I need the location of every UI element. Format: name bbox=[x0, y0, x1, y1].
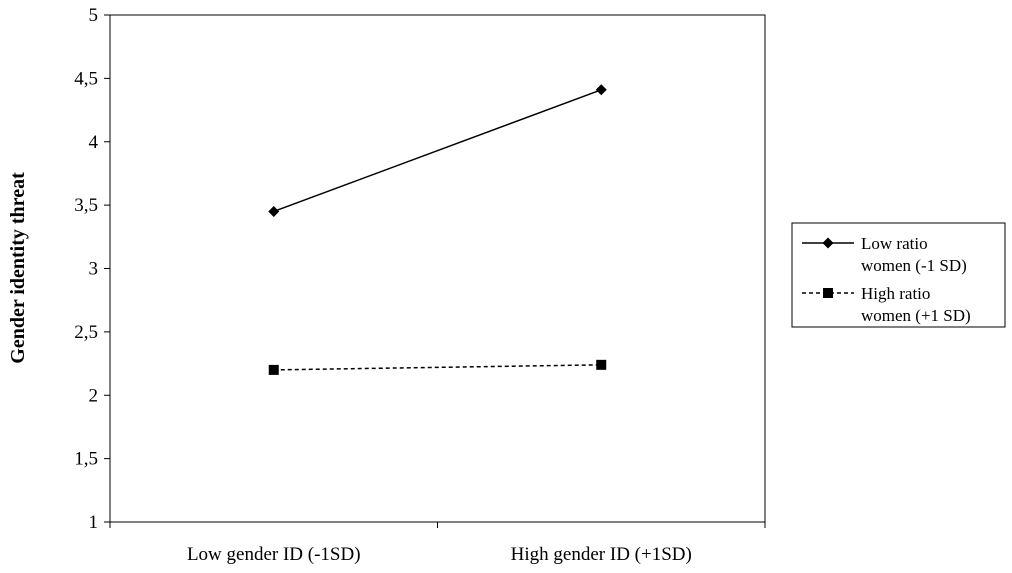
legend-label: women (+1 SD) bbox=[861, 306, 971, 325]
series-2 bbox=[268, 359, 607, 375]
y-tick-label: 1,5 bbox=[74, 449, 98, 470]
y-axis-title: Gender identity threat bbox=[7, 172, 29, 364]
y-tick-label: 2 bbox=[89, 385, 99, 406]
series-layer bbox=[268, 84, 607, 375]
data-point bbox=[268, 205, 280, 217]
series-line bbox=[273, 89, 602, 213]
y-tick-label: 3 bbox=[89, 259, 99, 280]
legend-label: women (-1 SD) bbox=[861, 256, 967, 275]
x-tick-label: Low gender ID (-1SD) bbox=[187, 544, 361, 565]
y-tick-label: 5 bbox=[89, 5, 99, 26]
series-1 bbox=[268, 84, 607, 217]
plot-area bbox=[109, 14, 766, 523]
y-tick-label: 4,5 bbox=[74, 68, 98, 89]
legend: Low ratio women (-1 SD) High ratio women (+… bbox=[791, 222, 1006, 328]
legend-item: Low ratio women (-1 SD) bbox=[802, 234, 967, 275]
y-axis: 1 1,5 2 2,5 3 3,5 4 4,5 5 bbox=[74, 5, 110, 533]
y-tick-label: 2,5 bbox=[74, 322, 98, 343]
y-tick-label: 1 bbox=[89, 512, 99, 533]
legend-label: High ratio bbox=[861, 284, 930, 303]
legend-marker bbox=[822, 237, 834, 249]
legend-marker bbox=[823, 288, 833, 298]
series-line bbox=[273, 364, 602, 371]
x-axis: Low gender ID (-1SD) High gender ID (+1SD… bbox=[109, 522, 766, 565]
y-tick-label: 3,5 bbox=[74, 195, 98, 216]
data-point bbox=[595, 84, 607, 96]
legend-label: Low ratio bbox=[861, 234, 928, 253]
data-point bbox=[268, 364, 279, 375]
x-tick-label: High gender ID (+1SD) bbox=[511, 544, 692, 565]
legend-item: High ratio women (+1 SD) bbox=[802, 284, 971, 325]
y-tick-label: 4 bbox=[89, 132, 99, 153]
data-point bbox=[596, 359, 607, 370]
